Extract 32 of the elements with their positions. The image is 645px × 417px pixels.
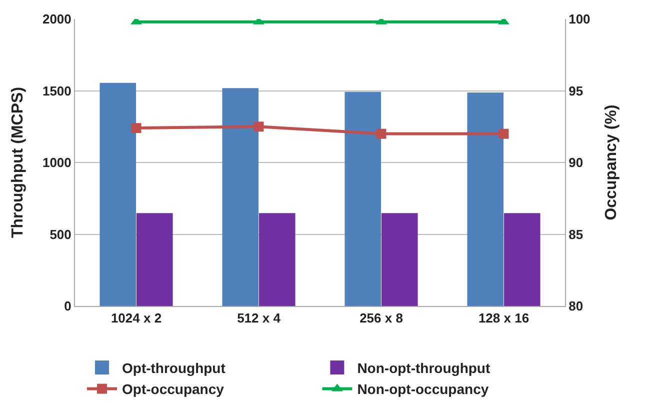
- y2-tick-label: 90: [568, 155, 584, 170]
- y-axis-title: Throughput (MCPS): [9, 86, 26, 238]
- point: [131, 123, 142, 134]
- x-tick-label: 512 x 4: [237, 310, 282, 326]
- bar: [504, 213, 540, 306]
- y2-tick-label: 80: [568, 298, 584, 314]
- point: [498, 128, 509, 139]
- legend-label: Non-opt-throughput: [357, 360, 490, 376]
- y-tick-label: 1500: [42, 83, 72, 98]
- y2-tick-label: 85: [568, 226, 584, 242]
- bar: [344, 92, 382, 306]
- y-tick-label: 2000: [42, 12, 72, 27]
- point: [254, 122, 264, 132]
- bar: [222, 88, 259, 306]
- x-tick-label: 256 x 8: [360, 310, 403, 326]
- y-tick-label: 500: [50, 226, 72, 242]
- y2-tick-label: 100: [568, 12, 590, 27]
- bar: [258, 213, 296, 306]
- bar: [381, 213, 418, 306]
- bar: [100, 82, 136, 306]
- y-tick-label: 1000: [42, 155, 72, 170]
- x-tick-label: 128 x 16: [478, 310, 530, 326]
- y-tick-label: 0: [64, 298, 72, 314]
- legend-label: Non-opt-occupancy: [357, 381, 489, 398]
- point: [376, 128, 386, 139]
- bar: [136, 213, 173, 306]
- y2-axis-title: Occupancy (%): [603, 104, 620, 220]
- legend-label: Opt-throughput: [122, 360, 226, 376]
- y2-tick-label: 95: [568, 83, 584, 98]
- legend-label: Opt-occupancy: [122, 381, 224, 398]
- bar: [467, 92, 504, 306]
- x-tick-label: 1024 x 2: [110, 310, 162, 326]
